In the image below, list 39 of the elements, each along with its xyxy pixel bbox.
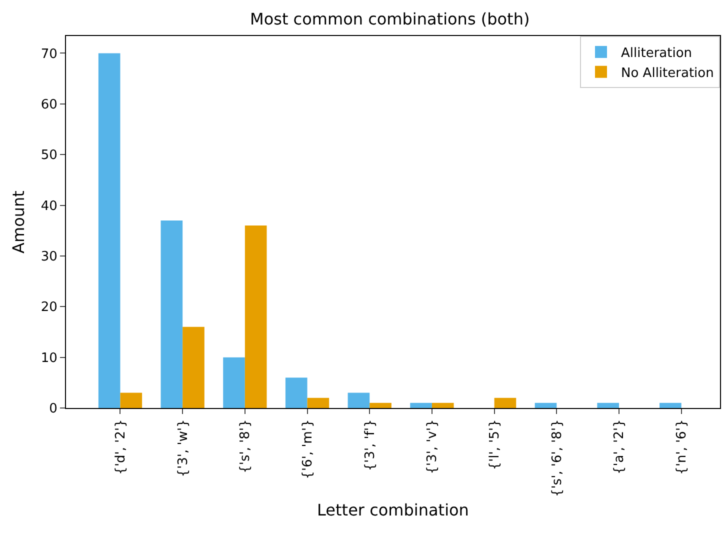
bar	[244, 226, 267, 408]
y-tick-label: 20	[40, 300, 58, 316]
bar	[494, 398, 516, 408]
y-tick-label: 70	[40, 46, 58, 62]
x-tick-label: {'n', '6'}	[674, 419, 690, 475]
y-tick-label: 60	[40, 97, 58, 112]
y-tick-label: 0	[49, 402, 58, 417]
x-tick-label: {'6', 'm'}	[300, 419, 316, 480]
x-tick-label: {'3', 'v'}	[425, 419, 440, 474]
y-axis-title: Amount	[9, 190, 28, 254]
legend-label: Alliteration	[621, 46, 692, 62]
bar	[534, 402, 557, 408]
bar	[597, 402, 619, 408]
x-tick-label: {'3', 'w'}	[176, 419, 191, 478]
x-axis-title: Letter combination	[317, 500, 469, 520]
x-tick-label: {'l', '5'}	[488, 419, 503, 470]
bar	[410, 402, 432, 408]
bar	[98, 53, 120, 408]
bar	[120, 392, 142, 408]
x-tick-label: {'3', 'f'}	[362, 419, 378, 472]
y-tick-label: 10	[40, 350, 58, 366]
legend-label: No Alliteration	[621, 66, 714, 81]
x-tick-label: {'d', '2'}	[113, 419, 128, 475]
bar	[432, 402, 454, 408]
bar	[660, 402, 682, 408]
y-tick-label: 40	[40, 198, 58, 214]
bar	[182, 326, 204, 408]
bar	[307, 398, 330, 408]
x-tick-label: {'a', '2'}	[612, 419, 628, 475]
bar	[160, 220, 183, 408]
bar	[370, 402, 392, 408]
bar	[223, 357, 245, 408]
bar	[348, 392, 370, 408]
bar	[285, 378, 308, 408]
x-tick-label: {'s', '6', '8'}	[550, 419, 565, 498]
y-tick-label: 30	[40, 250, 58, 265]
y-tick-label: 50	[40, 148, 58, 164]
chart-title: Most common combinations (both)	[250, 10, 530, 29]
x-tick-label: {'s', '8'}	[238, 419, 254, 474]
